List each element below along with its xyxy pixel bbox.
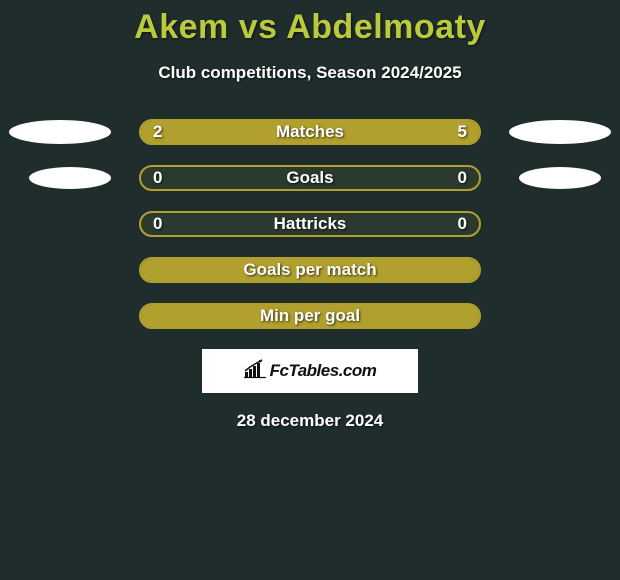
- bar-fill: [141, 305, 479, 327]
- bar-track: Goals per match: [139, 257, 481, 283]
- comparison-chart: Matches25Goals00Hattricks00Goals per mat…: [0, 119, 620, 329]
- stat-value-left: 0: [153, 168, 162, 188]
- bar-track: Min per goal: [139, 303, 481, 329]
- bar-fill: [141, 259, 479, 281]
- stat-row: Goals per match: [0, 257, 620, 283]
- bar-track: Goals0 0: [139, 165, 481, 191]
- stat-value-right: 0: [458, 214, 467, 234]
- chart-icon: [244, 359, 268, 384]
- stat-value-right: 5: [458, 122, 467, 142]
- player-marker-right: [509, 120, 611, 144]
- subtitle: Club competitions, Season 2024/2025: [0, 63, 620, 83]
- player-marker-right: [519, 167, 601, 189]
- bar-track: Matches25: [139, 119, 481, 145]
- stat-row: Goals0 0: [0, 165, 620, 191]
- page-title: Akem vs Abdelmoaty: [0, 0, 620, 47]
- stat-value-left: 2: [153, 122, 162, 142]
- source-badge: FcTables.com: [202, 349, 418, 393]
- stat-value-left: 0: [153, 214, 162, 234]
- stat-row: Min per goal: [0, 303, 620, 329]
- bar-track: Hattricks0 0: [139, 211, 481, 237]
- stat-label: Hattricks: [141, 214, 479, 234]
- stat-row: Matches25: [0, 119, 620, 145]
- stat-row: Hattricks0 0: [0, 211, 620, 237]
- stat-value-right: 0: [458, 168, 467, 188]
- date-text: 28 december 2024: [0, 411, 620, 431]
- stat-label: Goals: [141, 168, 479, 188]
- badge-text: FcTables.com: [270, 361, 377, 381]
- bar-fill: [141, 121, 479, 143]
- player-marker-left: [29, 167, 111, 189]
- player-marker-left: [9, 120, 111, 144]
